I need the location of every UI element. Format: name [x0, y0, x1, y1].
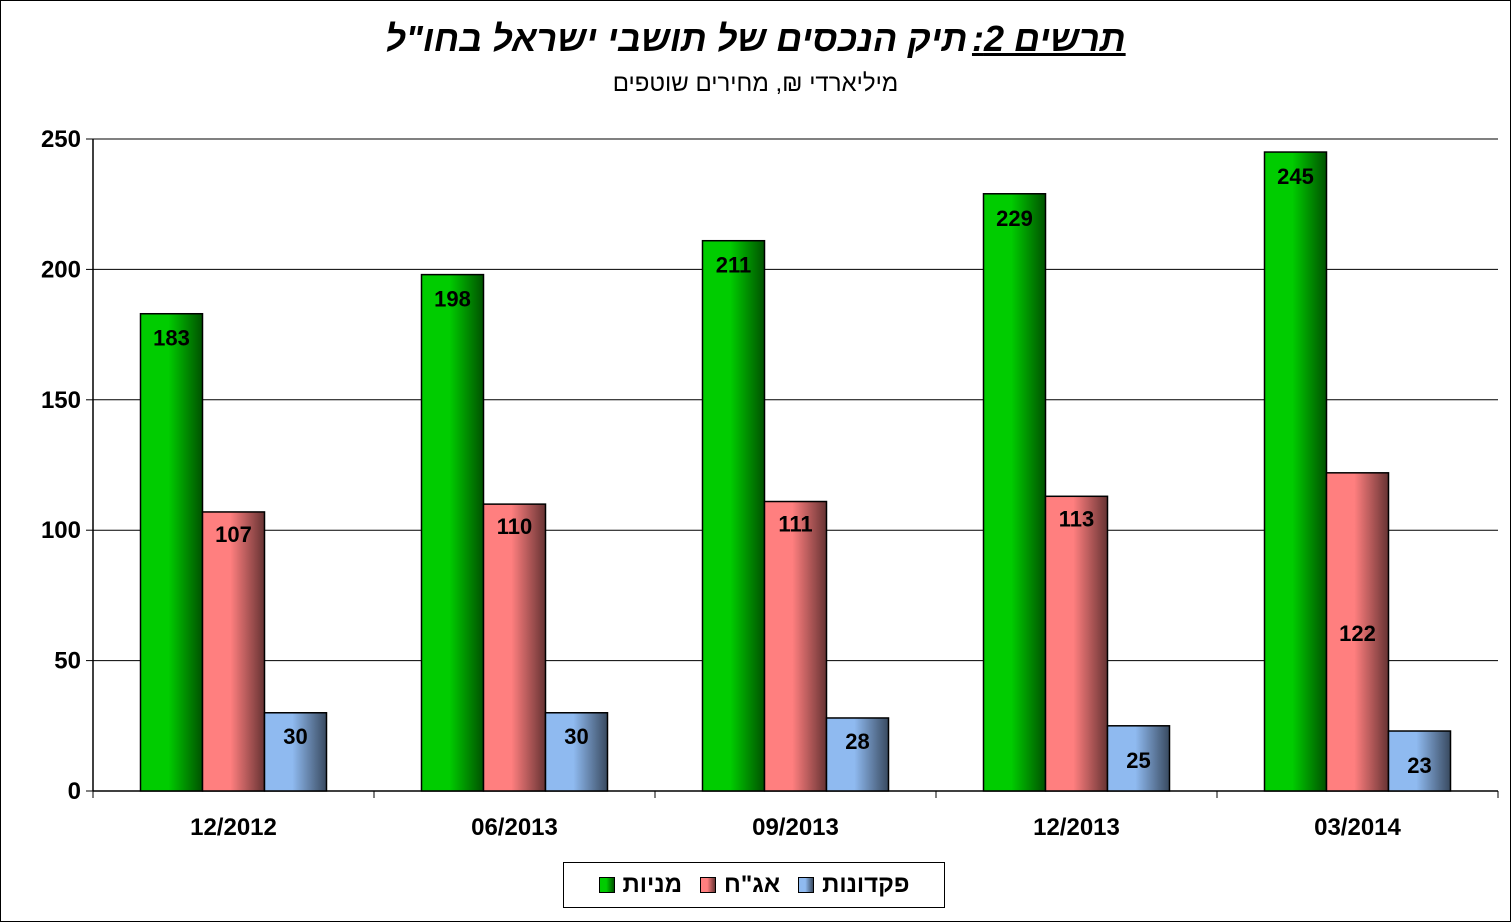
x-tick-label: 12/2012	[190, 814, 277, 841]
data-label: 211	[716, 253, 752, 278]
bar-3-0	[982, 193, 1047, 792]
legend-label: פקדונות	[822, 871, 910, 898]
bar-4-0	[1263, 151, 1328, 792]
chart-subtitle: מיליארדי ₪, מחירים שוטפים	[612, 70, 899, 97]
y-tick-label: 250	[41, 126, 81, 153]
y-tick-label: 0	[68, 778, 81, 805]
legend-item: פקדונות	[798, 871, 909, 899]
bar-1-0	[420, 273, 485, 792]
data-label: 198	[434, 287, 471, 312]
legend-swatch	[798, 877, 815, 893]
legend-swatch	[598, 877, 615, 893]
bar-2-1	[763, 500, 828, 792]
data-label: 28	[845, 729, 869, 754]
legend-item: מניות	[598, 871, 683, 899]
data-label: 30	[564, 724, 588, 749]
bar-4-1	[1325, 472, 1390, 792]
x-tick-label: 06/2013	[471, 814, 558, 841]
legend-label: מניות	[622, 871, 683, 898]
bar-3-1	[1044, 495, 1109, 792]
data-label: 122	[1339, 621, 1376, 646]
legend: מניות אג"ח פקדונות	[563, 862, 945, 908]
data-label: 111	[778, 512, 812, 537]
x-tick-label: 12/2013	[1033, 814, 1120, 841]
bar-0-1	[201, 511, 266, 792]
chart-title-prefix: תרשים 2:	[971, 18, 1126, 59]
legend-item: אג"ח	[700, 871, 780, 899]
bar-0-0	[139, 312, 204, 792]
y-tick-label: 200	[41, 256, 81, 283]
chart-title-main: תיק הנכסים של תושבי ישראל בחו"ל	[385, 18, 968, 59]
bar-2-0	[701, 239, 766, 792]
data-label: 107	[215, 522, 252, 547]
x-tick-label: 09/2013	[752, 814, 839, 841]
bar-4-2	[1387, 730, 1452, 792]
data-label: 229	[996, 206, 1033, 231]
data-label: 113	[1059, 506, 1095, 531]
y-tick-label: 100	[41, 517, 81, 544]
bar-2-2	[825, 717, 890, 792]
x-tick-label: 03/2014	[1314, 814, 1401, 841]
y-tick-label: 50	[54, 648, 81, 675]
bar-1-1	[482, 503, 547, 792]
bar-3-2	[1106, 725, 1171, 792]
bar-1-2	[544, 712, 609, 792]
data-label: 183	[153, 326, 190, 351]
data-label: 245	[1277, 164, 1314, 189]
legend-label: אג"ח	[724, 871, 781, 898]
data-label: 23	[1407, 753, 1431, 778]
chart-title: תרשים 2: תיק הנכסים של תושבי ישראל בחו"ל	[0, 18, 1511, 60]
data-label: 30	[283, 724, 307, 749]
bar-0-2	[263, 712, 328, 792]
legend-swatch	[700, 877, 717, 893]
data-label: 110	[497, 514, 533, 539]
data-label: 25	[1126, 748, 1150, 773]
y-tick-label: 150	[41, 387, 81, 414]
